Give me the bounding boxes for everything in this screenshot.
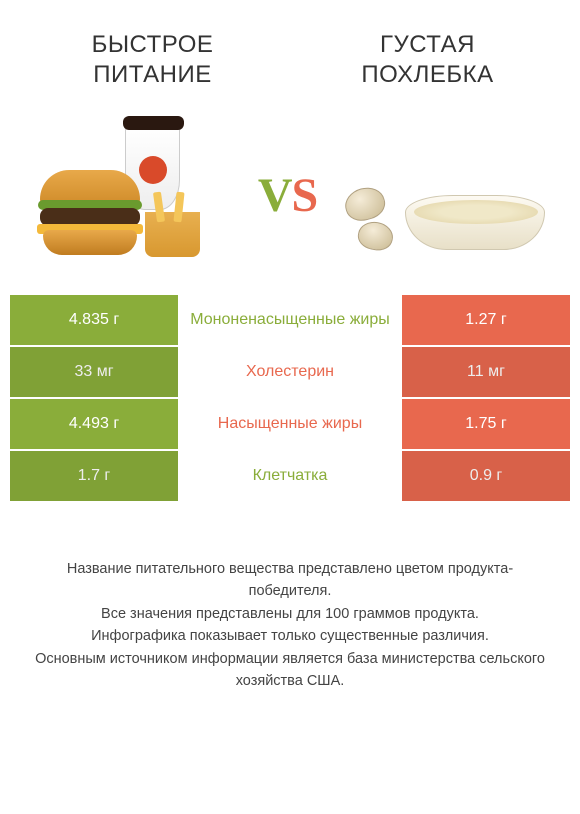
value-right: 1.75 г — [402, 399, 570, 449]
vs-v: V — [258, 169, 292, 222]
footer-line-2: Все значения представлены для 100 граммо… — [30, 603, 550, 625]
value-right: 1.27 г — [402, 295, 570, 345]
value-right: 11 мг — [402, 347, 570, 397]
comparison-table: 4.835 гМононенасыщенные жиры1.27 г33 мгХ… — [0, 295, 580, 503]
footer-notes: Название питательного вещества представл… — [0, 503, 580, 693]
table-row: 4.493 гНасыщенные жиры1.75 г — [10, 399, 570, 451]
nutrient-label: Мононенасыщенные жиры — [178, 295, 402, 345]
fast-food-image — [25, 125, 225, 265]
value-left: 1.7 г — [10, 451, 178, 501]
titles-row: БЫСТРОЕ ПИТАНИЕ ГУСТАЯ ПОХЛЕБКА — [0, 0, 580, 100]
vs-label: VS — [258, 168, 317, 223]
vs-s: S — [291, 169, 317, 222]
title-right: ГУСТАЯ ПОХЛЕБКА — [315, 30, 540, 90]
footer-line-3: Инфографика показывает только существенн… — [30, 625, 550, 647]
table-row: 4.835 гМононенасыщенные жиры1.27 г — [10, 295, 570, 347]
table-row: 1.7 гКлетчатка0.9 г — [10, 451, 570, 503]
chowder-image — [350, 125, 550, 265]
value-left: 4.493 г — [10, 399, 178, 449]
value-right: 0.9 г — [402, 451, 570, 501]
nutrient-label: Клетчатка — [178, 451, 402, 501]
images-row: VS — [0, 100, 580, 295]
nutrient-label: Насыщенные жиры — [178, 399, 402, 449]
nutrient-label: Холестерин — [178, 347, 402, 397]
footer-line-1: Название питательного вещества представл… — [30, 558, 550, 603]
value-left: 33 мг — [10, 347, 178, 397]
value-left: 4.835 г — [10, 295, 178, 345]
title-left: БЫСТРОЕ ПИТАНИЕ — [40, 30, 265, 90]
footer-line-4: Основным источником информации является … — [30, 648, 550, 693]
table-row: 33 мгХолестерин11 мг — [10, 347, 570, 399]
